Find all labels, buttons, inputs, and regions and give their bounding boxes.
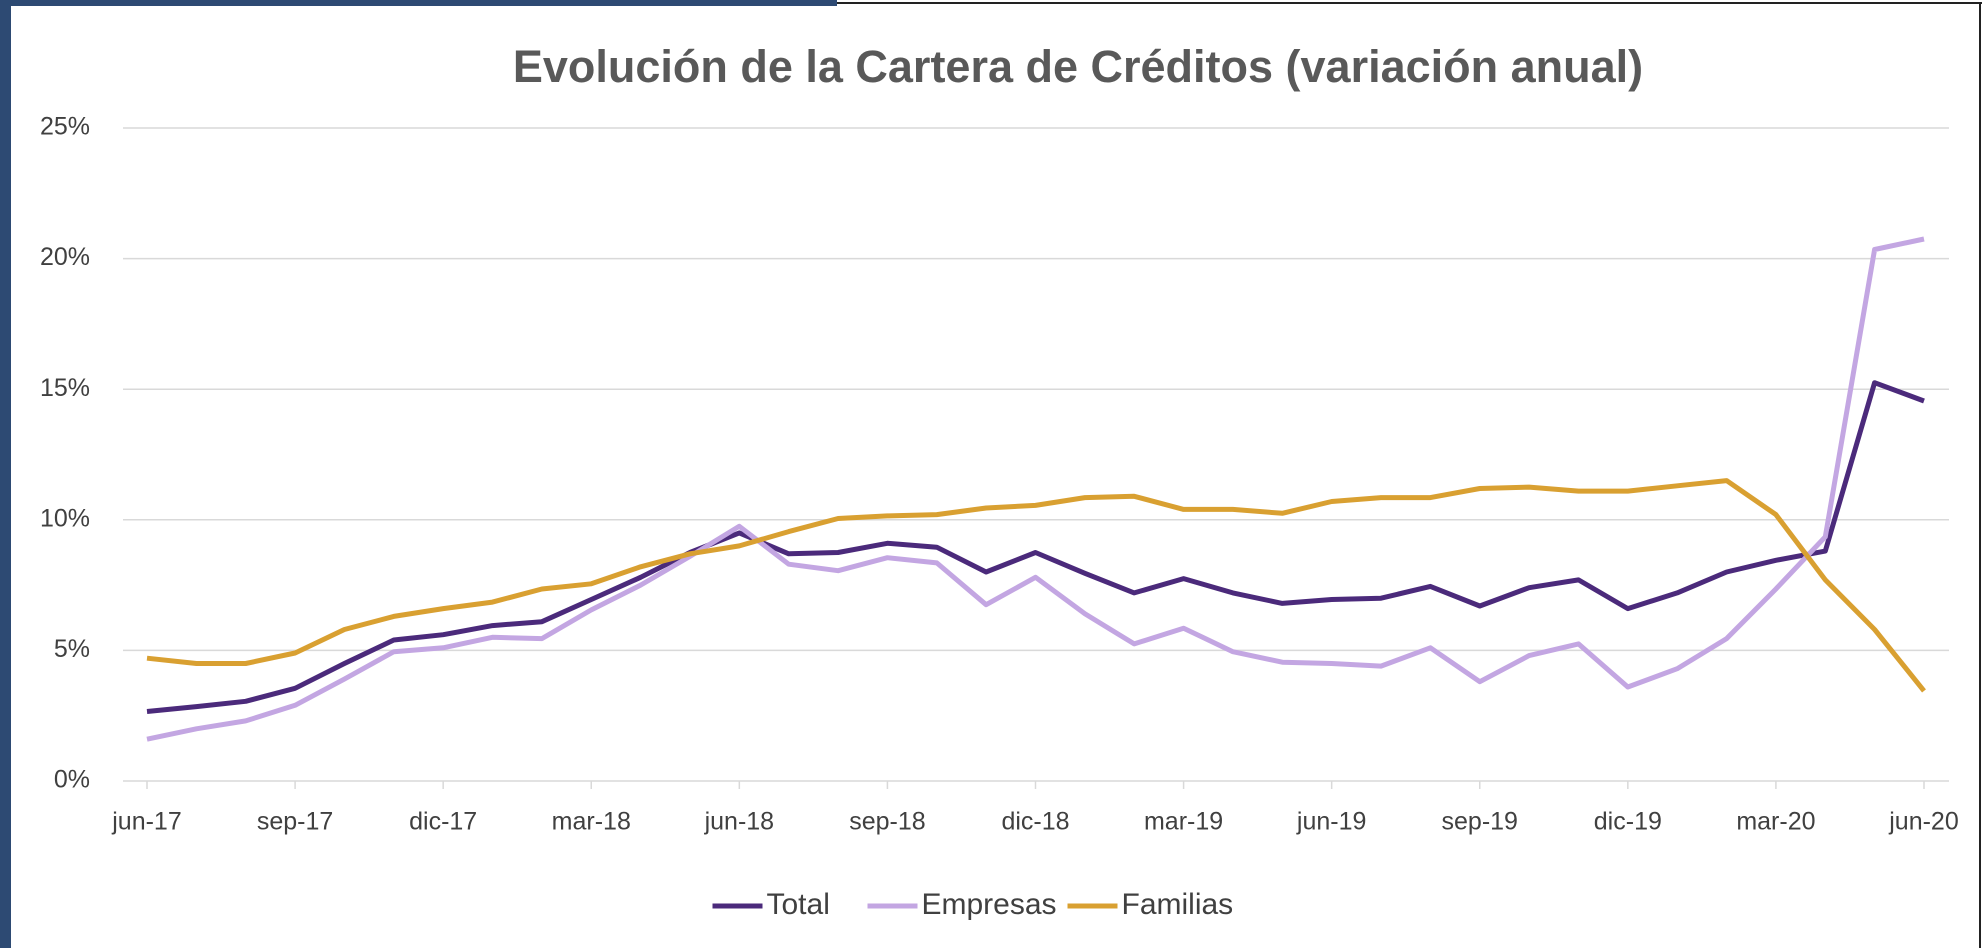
- x-tick-label: sep-19: [1442, 808, 1518, 836]
- x-tick-label: dic-19: [1594, 808, 1662, 836]
- y-tick-label: 25%: [40, 113, 90, 141]
- x-tick-label: jun-17: [111, 808, 182, 836]
- chart-title: Evolución de la Cartera de Créditos (var…: [513, 41, 1643, 92]
- x-tick-label: sep-17: [257, 808, 333, 836]
- frame-left: [0, 0, 11, 948]
- x-tick-label: dic-18: [1001, 808, 1069, 836]
- legend-label: Familias: [1122, 888, 1234, 921]
- x-tick-label: sep-18: [849, 808, 925, 836]
- x-tick-label: mar-20: [1736, 808, 1815, 836]
- legend-label: Empresas: [922, 888, 1057, 921]
- x-tick-label: jun-19: [1296, 808, 1367, 836]
- frame-top: [0, 0, 837, 6]
- x-tick-label: mar-18: [552, 808, 631, 836]
- x-tick-label: mar-19: [1144, 808, 1223, 836]
- x-tick-label: jun-18: [704, 808, 775, 836]
- y-tick-label: 10%: [40, 504, 90, 532]
- y-tick-label: 20%: [40, 243, 90, 271]
- x-tick-label: jun-20: [1888, 808, 1959, 836]
- legend-label: Total: [767, 888, 830, 921]
- x-tick-label: dic-17: [409, 808, 477, 836]
- series-line: [146, 380, 1925, 714]
- series-line: [146, 478, 1926, 693]
- y-tick-label: 15%: [40, 374, 90, 402]
- y-tick-label: 5%: [54, 635, 90, 663]
- series-line: [146, 236, 1925, 742]
- y-tick-label: 0%: [54, 766, 90, 794]
